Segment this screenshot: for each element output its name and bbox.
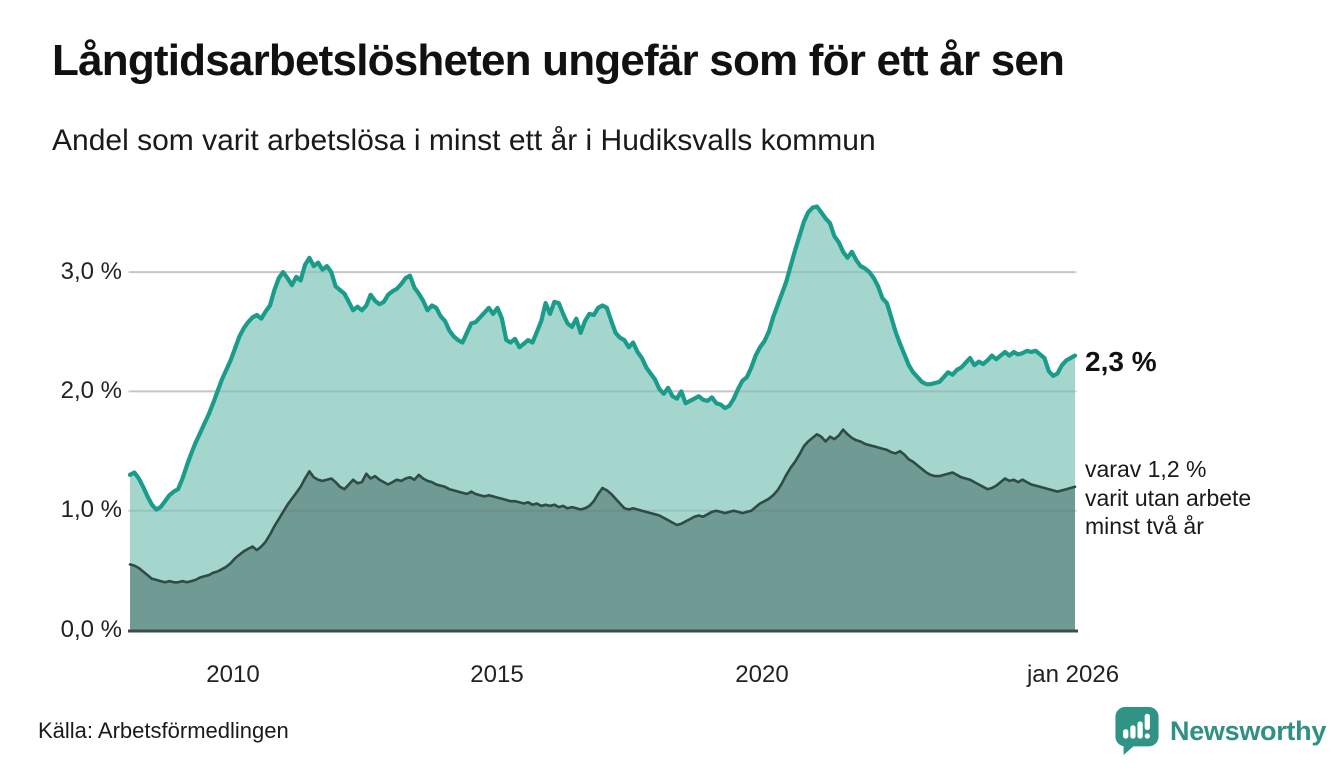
x-tick-2010: 2010 (206, 661, 260, 688)
series-line-over-2-years (128, 428, 1077, 584)
brand-logo: Newsworthy (1114, 704, 1326, 758)
y-tick-3: 3,0 % (60, 258, 122, 285)
chart-subtitle: Andel som varit arbetslösa i minst ett å… (52, 124, 876, 157)
secondary-series-label-line2: varit utan arbete (1085, 484, 1252, 511)
series-area-over-1-year (130, 206, 1075, 630)
brand-name: Newsworthy (1170, 715, 1327, 746)
newsworthy-icon (1115, 707, 1159, 755)
page-title: Långtidsarbetslösheten ungefär som för e… (52, 36, 1065, 85)
y-tick-1: 1,0 % (60, 496, 122, 523)
x-tick-2020: 2020 (735, 661, 789, 688)
source-note: Källa: Arbetsförmedlingen (38, 718, 289, 743)
secondary-series-label-line1: varav 1,2 % (1085, 456, 1207, 482)
series-line-over-1-year (127, 204, 1078, 512)
y-tick-2: 2,0 % (60, 377, 122, 404)
x-tick-2015: 2015 (470, 661, 524, 688)
latest-value-label: 2,3 % (1085, 346, 1157, 377)
secondary-series-label-line3: minst två år (1085, 513, 1204, 539)
x-tick-jan-2026: jan 2026 (1026, 661, 1120, 688)
secondary-series-label: varav 1,2 % varit utan arbete minst två … (1085, 455, 1251, 541)
y-tick-0: 0,0 % (60, 616, 122, 643)
series-area-over-2-years (130, 429, 1075, 630)
